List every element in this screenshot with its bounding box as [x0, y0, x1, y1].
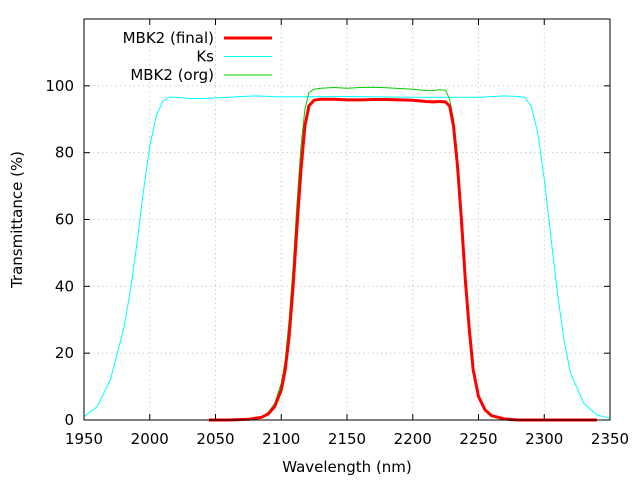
series-layer — [83, 86, 611, 422]
y-tick-label: 80 — [55, 144, 74, 162]
series-line-1 — [83, 95, 611, 419]
x-axis-title: Wavelength (nm) — [282, 458, 412, 476]
x-tick-label: 2150 — [328, 430, 366, 448]
x-tick-label: 2050 — [196, 430, 234, 448]
x-tick-label: 2100 — [262, 430, 300, 448]
x-tick-label: 2350 — [591, 430, 629, 448]
legend-label: MBK2 (org) — [130, 66, 214, 84]
x-tick-label: 2250 — [459, 430, 497, 448]
series-line-0 — [208, 97, 597, 422]
legend-label: MBK2 (final) — [123, 29, 214, 47]
x-tick-label: 2300 — [525, 430, 563, 448]
y-axis-title: Transmittance (%) — [8, 151, 26, 289]
grid-lines — [84, 19, 610, 420]
y-tick-label: 100 — [45, 77, 74, 95]
x-tick-label: 1950 — [65, 430, 103, 448]
x-tick-label: 2200 — [394, 430, 432, 448]
x-tick-label: 2000 — [131, 430, 169, 448]
y-tick-label: 60 — [55, 211, 74, 229]
legend-label: Ks — [196, 48, 214, 66]
axis-ticks: 1950 2000 2050 2100 2150 2200 2250 2300 2350 0 20 4… — [45, 19, 629, 448]
y-tick-label: 0 — [64, 411, 74, 429]
y-tick-label: 20 — [55, 344, 74, 362]
y-tick-label: 40 — [55, 277, 74, 295]
